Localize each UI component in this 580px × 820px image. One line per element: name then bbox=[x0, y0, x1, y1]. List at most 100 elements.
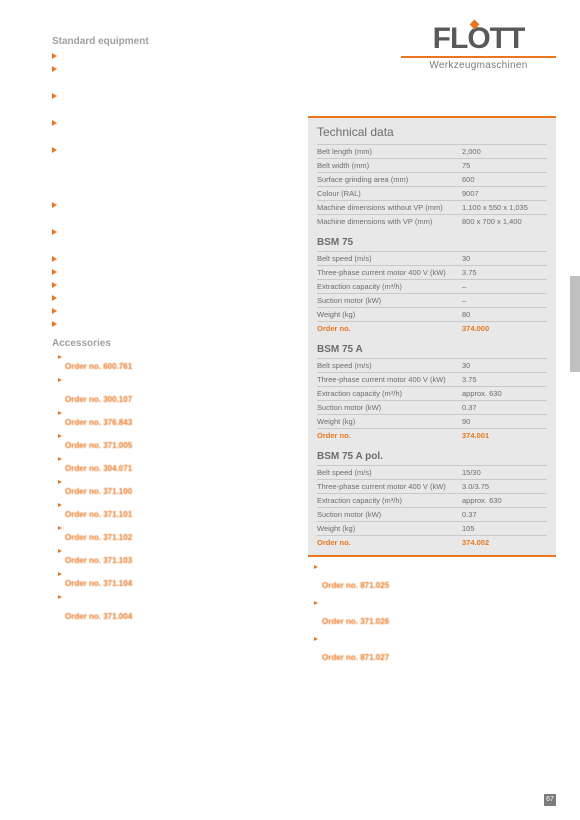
accessory-text bbox=[65, 455, 292, 463]
tech-label: Three-phase current motor 400 V (kW) bbox=[317, 482, 462, 491]
tech-value: 15/30 bbox=[462, 468, 547, 477]
tech-label: Weight (kg) bbox=[317, 524, 462, 533]
accessory-order-no: Order no. 371.004 bbox=[65, 612, 292, 621]
tech-row: Three-phase current motor 400 V (kW)3.75 bbox=[317, 265, 547, 279]
tech-row: Suction motor (kW)0.37 bbox=[317, 400, 547, 414]
tech-label: Suction motor (kW) bbox=[317, 510, 462, 519]
accessory-text bbox=[322, 563, 514, 579]
accessory-order-no: Order no. 376.843 bbox=[65, 418, 292, 427]
tech-row: Suction motor (kW)– bbox=[317, 293, 547, 307]
accessory-order-no: Order no. 871.027 bbox=[322, 653, 514, 662]
tech-value: 0.37 bbox=[462, 403, 547, 412]
accessory-text bbox=[65, 547, 292, 555]
accessory-order-no: Order no. 371.101 bbox=[65, 510, 292, 519]
accessories-list-right: Order no. 871.025Order no. 371.026Order … bbox=[314, 563, 514, 671]
tech-order-label: Order no. bbox=[317, 324, 462, 333]
accessory-order-no: Order no. 371.026 bbox=[322, 617, 514, 626]
tech-row: Extraction capacity (m³/h)approx. 630 bbox=[317, 493, 547, 507]
tech-row: Surface grinding area (mm)600 bbox=[317, 172, 547, 186]
equipment-item bbox=[52, 228, 292, 250]
accessory-item: Order no. 371.005 bbox=[58, 432, 292, 450]
equipment-item bbox=[52, 320, 292, 328]
tech-row: Weight (kg)105 bbox=[317, 521, 547, 535]
tech-row: Belt speed (m/s)15/30 bbox=[317, 465, 547, 479]
accessory-item: Order no. 300.107 bbox=[58, 376, 292, 404]
tech-label: Three-phase current motor 400 V (kW) bbox=[317, 375, 462, 384]
accessory-item: Order no. 304.071 bbox=[58, 455, 292, 473]
side-tab bbox=[570, 276, 580, 372]
tech-label: Extraction capacity (m³/h) bbox=[317, 389, 462, 398]
tech-value: – bbox=[462, 296, 547, 305]
accessory-item: Order no. 371.103 bbox=[58, 547, 292, 565]
tech-label: Suction motor (kW) bbox=[317, 296, 462, 305]
equipment-item bbox=[52, 65, 292, 87]
tech-order-label: Order no. bbox=[317, 538, 462, 547]
tech-value: 105 bbox=[462, 524, 547, 533]
equipment-item bbox=[52, 268, 292, 276]
tech-value: 1,100 x 550 x 1,035 bbox=[462, 203, 547, 212]
tech-value: 3.0/3.75 bbox=[462, 482, 547, 491]
accessory-item bbox=[314, 635, 514, 651]
tech-order-value: 374.002 bbox=[462, 538, 547, 547]
page-number: 67 bbox=[544, 794, 556, 806]
tech-label: Belt width (mm) bbox=[317, 161, 462, 170]
equipment-item bbox=[52, 294, 292, 302]
tech-order-row: Order no.374.001 bbox=[317, 428, 547, 442]
tech-label: Weight (kg) bbox=[317, 310, 462, 319]
accessory-text bbox=[65, 478, 292, 486]
accessory-order-no: Order no. 600.761 bbox=[65, 362, 292, 371]
tech-label: Colour (RAL) bbox=[317, 189, 462, 198]
tech-label: Weight (kg) bbox=[317, 417, 462, 426]
standard-equipment-list bbox=[52, 52, 292, 328]
tech-value: 3.75 bbox=[462, 375, 547, 384]
tech-group-heading: BSM 75 bbox=[317, 237, 547, 248]
equipment-item bbox=[52, 146, 292, 196]
tech-label: Machine dimensions with VP (mm) bbox=[317, 217, 462, 226]
tech-value: 75 bbox=[462, 161, 547, 170]
accessory-order-no: Order no. 304.071 bbox=[65, 464, 292, 473]
equipment-item bbox=[52, 201, 292, 223]
accessory-text bbox=[65, 432, 292, 440]
tech-value: 90 bbox=[462, 417, 547, 426]
tech-row: Belt width (mm)75 bbox=[317, 158, 547, 172]
accessory-item bbox=[314, 599, 514, 615]
logo-subtitle: Werkzeugmaschinen bbox=[401, 60, 556, 71]
accessory-text bbox=[65, 353, 292, 361]
tech-value: 2,000 bbox=[462, 147, 547, 156]
accessory-item bbox=[314, 563, 514, 579]
accessory-text bbox=[65, 409, 292, 417]
tech-value: 800 x 700 x 1,400 bbox=[462, 217, 547, 226]
tech-row: Weight (kg)80 bbox=[317, 307, 547, 321]
standard-equipment-heading: Standard equipment bbox=[52, 36, 292, 47]
logo-divider bbox=[401, 56, 556, 58]
accessory-text bbox=[65, 570, 292, 578]
tech-row: Three-phase current motor 400 V (kW)3.75 bbox=[317, 372, 547, 386]
equipment-item bbox=[52, 255, 292, 263]
accessory-item: Order no. 600.761 bbox=[58, 353, 292, 371]
tech-row: Three-phase current motor 400 V (kW)3.0/… bbox=[317, 479, 547, 493]
accessory-text bbox=[65, 501, 292, 509]
accessories-list-left: Order no. 600.761 Order no. 300.107 Order … bbox=[52, 353, 292, 621]
accessory-order-no: Order no. 371.104 bbox=[65, 579, 292, 588]
accessories-heading: Accessories bbox=[52, 338, 292, 349]
tech-value: 80 bbox=[462, 310, 547, 319]
tech-value: approx. 630 bbox=[462, 389, 547, 398]
tech-value: approx. 630 bbox=[462, 496, 547, 505]
tech-label: Machine dimensions without VP (mm) bbox=[317, 203, 462, 212]
tech-row: Machine dimensions without VP (mm)1,100 … bbox=[317, 200, 547, 214]
tech-label: Belt speed (m/s) bbox=[317, 468, 462, 477]
technical-data-title: Technical data bbox=[317, 125, 547, 139]
tech-order-row: Order no.374.000 bbox=[317, 321, 547, 335]
tech-row: Colour (RAL)9007 bbox=[317, 186, 547, 200]
tech-value: – bbox=[462, 282, 547, 291]
accessory-item: Order no. 371.102 bbox=[58, 524, 292, 542]
tech-row: Belt speed (m/s)30 bbox=[317, 251, 547, 265]
tech-group-heading: BSM 75 A pol. bbox=[317, 451, 547, 462]
accessory-item: Order no. 371.104 bbox=[58, 570, 292, 588]
tech-order-label: Order no. bbox=[317, 431, 462, 440]
accessory-order-no: Order no. 371.100 bbox=[65, 487, 292, 496]
tech-row: Extraction capacity (m³/h)– bbox=[317, 279, 547, 293]
accessory-order-no: Order no. 371.103 bbox=[65, 556, 292, 565]
tech-label: Belt speed (m/s) bbox=[317, 361, 462, 370]
tech-order-value: 374.001 bbox=[462, 431, 547, 440]
